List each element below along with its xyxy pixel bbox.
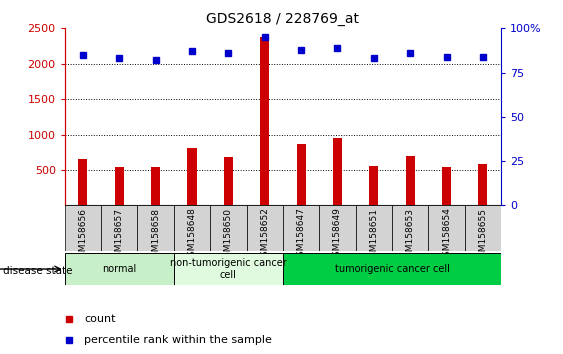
Bar [78,159,87,205]
Text: non-tumorigenic cancer
cell: non-tumorigenic cancer cell [170,258,287,280]
Bar [405,156,415,205]
Bar [283,253,501,285]
Text: normal: normal [102,264,136,274]
Bar [428,205,464,251]
Text: count: count [84,314,116,324]
Text: GSM158656: GSM158656 [78,207,87,263]
Text: GSM158649: GSM158649 [333,207,342,263]
Bar [137,205,174,251]
Text: percentile rank within the sample: percentile rank within the sample [84,335,272,345]
Text: disease state: disease state [3,266,72,276]
Bar [174,205,210,251]
Text: GSM158655: GSM158655 [479,207,488,263]
Bar [392,205,428,251]
Text: GSM158654: GSM158654 [442,207,451,263]
Bar [65,253,174,285]
Bar [65,205,101,251]
Title: GDS2618 / 228769_at: GDS2618 / 228769_at [207,12,359,26]
Bar [224,157,233,205]
Text: GSM158650: GSM158650 [224,207,233,263]
Bar [442,167,451,205]
Bar [333,138,342,205]
Bar [297,144,306,205]
Bar [283,205,319,251]
Text: GSM158653: GSM158653 [406,207,415,263]
Bar [174,253,283,285]
Bar [260,37,269,205]
Text: GSM158651: GSM158651 [369,207,378,263]
Bar [187,148,196,205]
Bar [369,166,378,205]
Bar [210,205,247,251]
Bar [464,205,501,251]
Text: GSM158652: GSM158652 [260,207,269,263]
Bar [356,205,392,251]
Bar [247,205,283,251]
Text: GSM158647: GSM158647 [297,207,306,263]
Bar [115,167,124,205]
Text: GSM158658: GSM158658 [151,207,160,263]
Text: GSM158648: GSM158648 [187,207,196,263]
Bar [151,167,160,205]
Text: GSM158657: GSM158657 [115,207,124,263]
Bar [479,164,488,205]
Bar [319,205,356,251]
Text: tumorigenic cancer cell: tumorigenic cancer cell [334,264,449,274]
Bar [101,205,137,251]
